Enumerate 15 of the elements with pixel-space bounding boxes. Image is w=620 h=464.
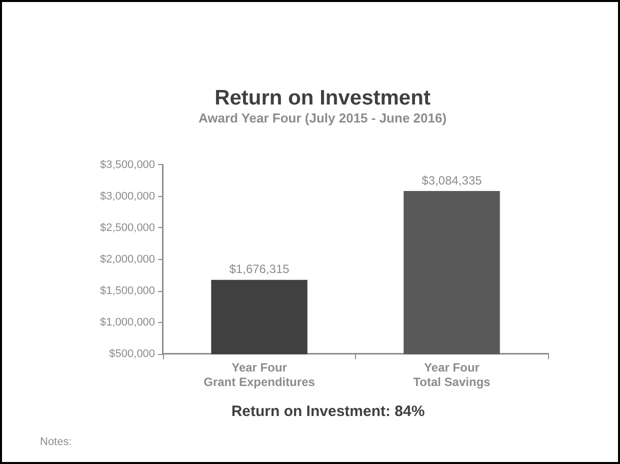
data-label: $1,676,315 — [229, 262, 290, 276]
y-tick-label: $2,000,000 — [100, 254, 156, 266]
chart-title: Return on Investment — [214, 86, 430, 110]
y-tick-label: $1,000,000 — [100, 316, 156, 329]
x-tick-label: Year Four Total Savings — [413, 360, 491, 390]
text: Notes: — [40, 436, 72, 448]
data-label: $3,084,335 — [422, 173, 482, 188]
y-tick-label: $3,000,000 — [100, 190, 156, 202]
y-tick-label: $500,000 — [109, 348, 156, 360]
y-tick-label: $3,500,000 — [100, 158, 156, 171]
y-tick-label: $1,500,000 — [100, 285, 156, 298]
text: Return on Investment: 84% — [231, 403, 425, 420]
chart-subtitle: Award Year Four (July 2015 - June 2016) — [198, 110, 447, 126]
x-tick-label: Year Four Grant Expenditures — [204, 360, 316, 390]
y-tick-label: $2,500,000 — [100, 222, 156, 234]
